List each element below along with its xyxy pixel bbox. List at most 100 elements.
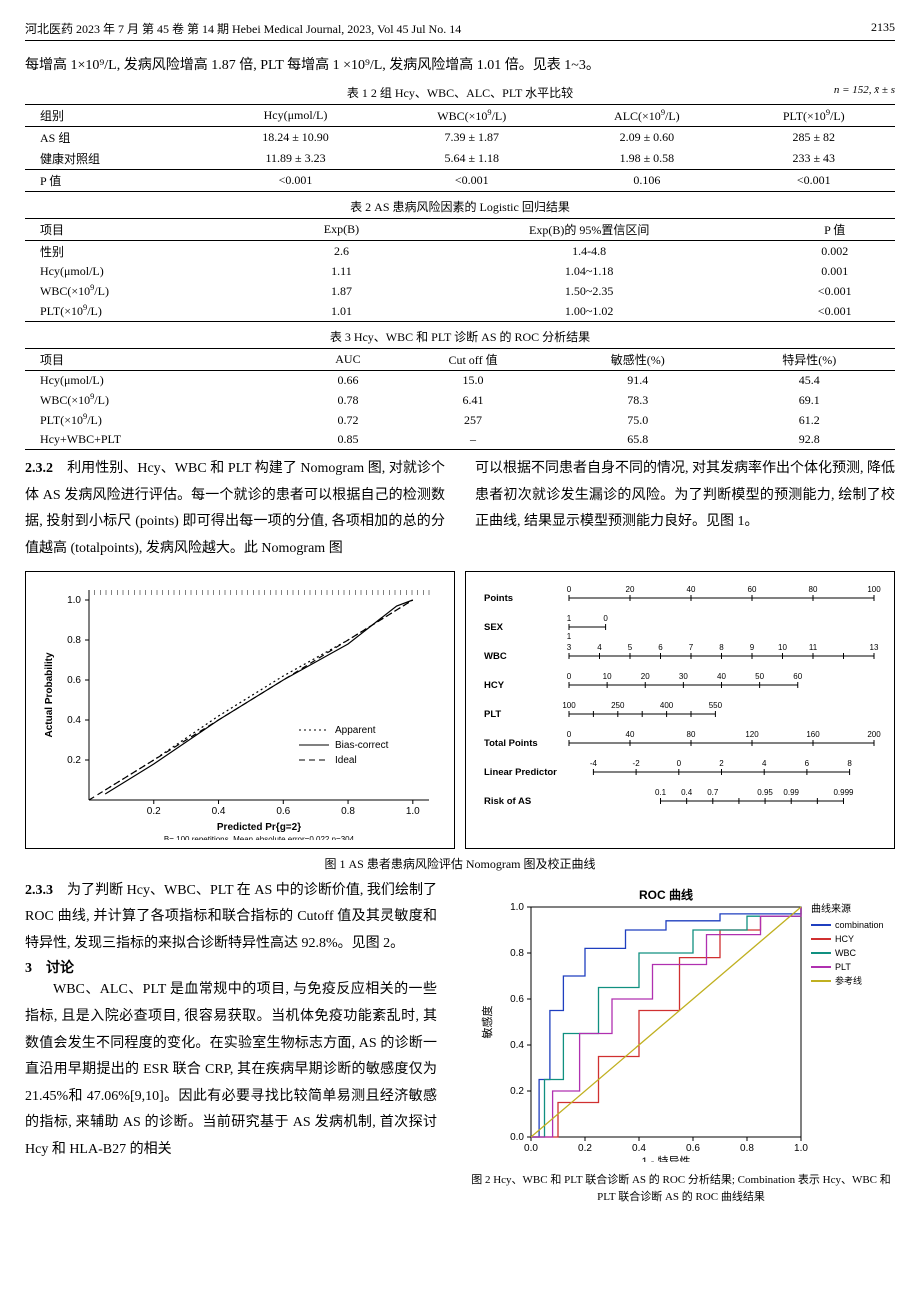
svg-text:PLT: PLT <box>484 709 501 720</box>
svg-text:0.6: 0.6 <box>67 675 81 686</box>
svg-text:Risk of AS: Risk of AS <box>484 796 531 807</box>
svg-text:40: 40 <box>687 585 696 594</box>
figure1-row: 0.20.20.40.40.60.60.80.81.01.0ApparentBi… <box>25 571 895 849</box>
svg-text:0.1: 0.1 <box>655 788 667 797</box>
table1-title: 表 1 2 组 Hcy、WBC、ALC、PLT 水平比较 n = 152, x̄… <box>25 84 895 101</box>
svg-text:敏感度: 敏感度 <box>480 1005 494 1038</box>
svg-text:Points: Points <box>484 593 513 604</box>
svg-text:ROC 曲线: ROC 曲线 <box>639 887 693 902</box>
svg-text:400: 400 <box>660 701 674 710</box>
svg-text:1: 1 <box>567 632 572 641</box>
para-232-right: 可以根据不同患者自身不同的情况, 对其发病率作出个体化预测, 降低患者初次就诊发… <box>475 456 895 562</box>
svg-text:100: 100 <box>562 701 576 710</box>
roc-plot: 0.00.00.20.20.40.40.60.60.80.81.01.0ROC … <box>467 878 895 1166</box>
svg-text:0.4: 0.4 <box>632 1143 646 1154</box>
svg-text:30: 30 <box>679 672 688 681</box>
svg-text:SEX: SEX <box>484 622 504 633</box>
svg-text:0: 0 <box>677 759 682 768</box>
svg-text:7: 7 <box>689 643 694 652</box>
svg-text:1: 1 <box>567 614 572 623</box>
svg-text:0.0: 0.0 <box>524 1143 538 1154</box>
table1-note: n = 152, x̄ ± s <box>834 84 895 96</box>
svg-text:9: 9 <box>750 643 755 652</box>
table3: 项目AUCCut off 值敏感性(%)特异性(%)Hcy(μmol/L)0.6… <box>25 348 895 450</box>
svg-text:0.0: 0.0 <box>510 1132 524 1143</box>
svg-text:60: 60 <box>748 585 757 594</box>
para-232-left-text: 利用性别、Hcy、WBC 和 PLT 构建了 Nomogram 图, 对就诊个体… <box>25 461 445 556</box>
svg-text:Apparent: Apparent <box>335 725 376 736</box>
svg-text:0.2: 0.2 <box>67 755 81 766</box>
svg-text:-2: -2 <box>633 759 641 768</box>
para-233-head: 2.3.3 <box>25 883 53 898</box>
para-233-text: 为了判断 Hcy、WBC、PLT 在 AS 中的诊断价值, 我们绘制了 ROC … <box>25 883 437 951</box>
svg-text:0.7: 0.7 <box>707 788 719 797</box>
svg-text:PLT: PLT <box>835 962 851 972</box>
svg-text:40: 40 <box>717 672 726 681</box>
svg-text:Total Points: Total Points <box>484 738 538 749</box>
svg-text:-4: -4 <box>590 759 598 768</box>
svg-text:1.0: 1.0 <box>67 595 81 606</box>
svg-text:100: 100 <box>867 585 881 594</box>
nomogram-plot: Points020406080100SEX101WBC3456789101113… <box>465 571 895 849</box>
roc-svg: 0.00.00.20.20.40.40.60.60.80.81.01.0ROC … <box>471 882 891 1162</box>
svg-text:HCY: HCY <box>484 680 505 691</box>
table2: 项目Exp(B)Exp(B)的 95%置信区间P 值性别2.61.4-4.80.… <box>25 218 895 322</box>
table3-title: 表 3 Hcy、WBC 和 PLT 诊断 AS 的 ROC 分析结果 <box>25 328 895 345</box>
svg-text:8: 8 <box>719 643 724 652</box>
svg-text:Bias-correct: Bias-correct <box>335 740 389 751</box>
svg-text:0.6: 0.6 <box>510 994 524 1005</box>
svg-text:0.2: 0.2 <box>147 806 161 817</box>
figure1-caption: 图 1 AS 患者患病风险评估 Nomogram 图及校正曲线 <box>25 855 895 872</box>
svg-text:0.2: 0.2 <box>510 1086 524 1097</box>
svg-text:1.0: 1.0 <box>794 1143 808 1154</box>
page-number: 2135 <box>871 20 895 37</box>
nomogram-svg: Points020406080100SEX101WBC3456789101113… <box>474 580 884 840</box>
svg-text:4: 4 <box>597 643 602 652</box>
para-232-head: 2.3.2 <box>25 461 53 476</box>
svg-text:Predicted Pr{g=2}: Predicted Pr{g=2} <box>217 822 301 833</box>
svg-text:0.4: 0.4 <box>67 715 81 726</box>
table2-title: 表 2 AS 患病风险因素的 Logistic 回归结果 <box>25 198 895 215</box>
svg-text:0.4: 0.4 <box>681 788 693 797</box>
svg-text:0.8: 0.8 <box>510 948 524 959</box>
svg-text:2: 2 <box>719 759 724 768</box>
section3-text: WBC、ALC、PLT 是血常规中的项目, 与免疫反应相关的一些指标, 且是入院… <box>25 977 437 1163</box>
svg-text:160: 160 <box>806 730 820 739</box>
figure2-caption: 图 2 Hcy、WBC 和 PLT 联合诊断 AS 的 ROC 分析结果; Co… <box>467 1172 895 1207</box>
svg-text:Ideal: Ideal <box>335 755 357 766</box>
para-232-left: 2.3.2 利用性别、Hcy、WBC 和 PLT 构建了 Nomogram 图,… <box>25 456 445 562</box>
svg-text:0.999: 0.999 <box>833 788 854 797</box>
svg-text:10: 10 <box>603 672 612 681</box>
svg-text:Linear Predictor: Linear Predictor <box>484 767 557 778</box>
svg-text:1.0: 1.0 <box>406 806 420 817</box>
svg-text:120: 120 <box>745 730 759 739</box>
svg-text:WBC: WBC <box>484 651 507 662</box>
calibration-plot: 0.20.20.40.40.60.60.80.81.01.0ApparentBi… <box>25 571 455 849</box>
svg-text:20: 20 <box>641 672 650 681</box>
svg-text:5: 5 <box>628 643 633 652</box>
svg-text:0.8: 0.8 <box>67 635 81 646</box>
svg-text:B= 100 repetitions, Mean absol: B= 100 repetitions, Mean absolute error=… <box>164 835 355 840</box>
svg-text:10: 10 <box>778 643 787 652</box>
svg-text:4: 4 <box>762 759 767 768</box>
svg-text:0.2: 0.2 <box>578 1143 592 1154</box>
svg-text:曲线来源: 曲线来源 <box>811 902 851 915</box>
svg-text:参考线: 参考线 <box>835 975 862 986</box>
table1-title-text: 表 1 2 组 Hcy、WBC、ALC、PLT 水平比较 <box>347 86 573 100</box>
svg-text:200: 200 <box>867 730 881 739</box>
svg-text:0: 0 <box>567 672 572 681</box>
section3-head: 3 讨论 <box>25 957 437 977</box>
table1: 组别Hcy(μmol/L)WBC(×109/L)ALC(×109/L)PLT(×… <box>25 104 895 192</box>
calibration-svg: 0.20.20.40.40.60.60.80.81.01.0ApparentBi… <box>34 580 444 840</box>
svg-text:0.8: 0.8 <box>740 1143 754 1154</box>
intro-line: 每增高 1×10⁹/L, 发病风险增高 1.87 倍, PLT 每增高 1 ×1… <box>25 53 895 78</box>
page-header: 河北医药 2023 年 7 月 第 45 卷 第 14 期 Hebei Medi… <box>25 20 895 41</box>
svg-text:0: 0 <box>567 730 572 739</box>
svg-text:0.4: 0.4 <box>510 1040 524 1051</box>
svg-text:combination: combination <box>835 920 884 930</box>
svg-text:0.6: 0.6 <box>276 806 290 817</box>
svg-text:Actual Probability: Actual Probability <box>44 652 55 737</box>
svg-text:6: 6 <box>805 759 810 768</box>
svg-text:250: 250 <box>611 701 625 710</box>
svg-text:13: 13 <box>870 643 879 652</box>
